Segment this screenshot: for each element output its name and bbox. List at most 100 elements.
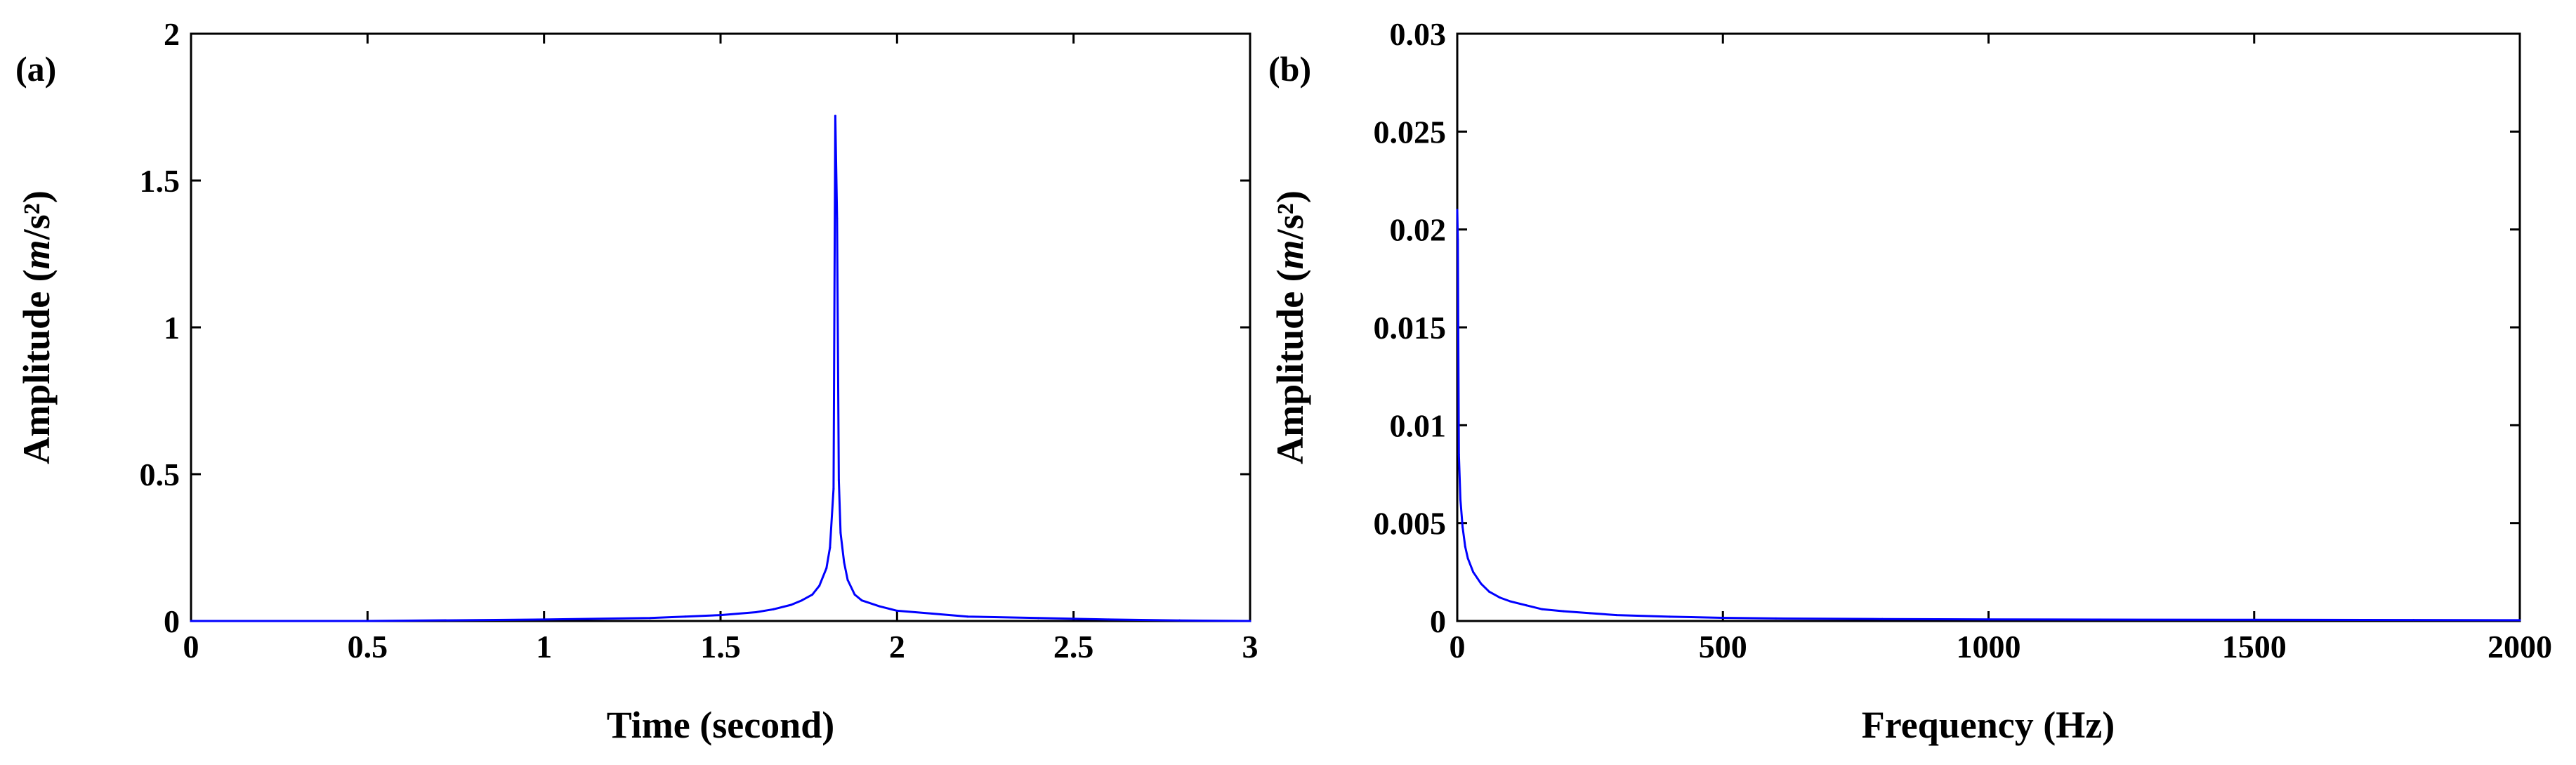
plot-frame-a xyxy=(190,32,1251,622)
y-axis-label-b-italic: m xyxy=(1269,240,1311,269)
data-point-a xyxy=(931,613,934,615)
y-tick-label-a: 0.5 xyxy=(140,457,180,492)
data-point-b xyxy=(1525,604,1527,607)
x-tick-label-a: 1.5 xyxy=(700,629,741,665)
data-point-b xyxy=(1721,617,1724,620)
data-point-a xyxy=(837,478,840,481)
x-tick-label-b: 500 xyxy=(1699,629,1747,665)
panel-label-a: (a) xyxy=(15,49,56,89)
y-tick-label-a: 1 xyxy=(164,310,180,346)
data-point-b xyxy=(2094,618,2096,621)
data-point-a xyxy=(772,608,775,610)
data-point-b xyxy=(1480,582,1483,585)
data-point-b xyxy=(1487,590,1490,593)
series-a xyxy=(190,115,1251,622)
data-point-a xyxy=(648,617,651,620)
data-point-b xyxy=(1461,525,1464,528)
x-tick-label-a: 3 xyxy=(1242,629,1259,665)
data-point-a xyxy=(1108,618,1110,621)
data-point-a xyxy=(811,593,814,596)
panel-label-b: (b) xyxy=(1268,49,1311,89)
ticks-a: 0 0.5 1 1.5 2 2.5 3 0 0.5 1 1.5 2 xyxy=(140,16,1259,665)
x-axis-label-a: Time (second) xyxy=(607,704,834,746)
data-point-b xyxy=(1881,617,1884,620)
data-point-b xyxy=(1562,610,1565,613)
data-point-a xyxy=(832,488,835,490)
data-point-a xyxy=(818,584,821,587)
data-point-b xyxy=(2253,618,2256,621)
data-point-a xyxy=(853,593,856,596)
data-point-b xyxy=(1464,545,1466,548)
data-point-b xyxy=(2518,619,2521,622)
data-point-a xyxy=(719,614,722,617)
data-point-a xyxy=(966,615,969,618)
y-tick-label-b: 0.015 xyxy=(1374,310,1447,346)
chart-a: (a) 0 0.5 1 1.5 2 2.5 3 0 0.5 1 1.5 2 Time (second)… xyxy=(15,16,1259,746)
data-point-a xyxy=(190,620,192,622)
y-tick-label-b: 0.005 xyxy=(1374,506,1447,542)
x-tick-label-b: 2000 xyxy=(2488,629,2552,665)
data-point-a xyxy=(366,620,369,622)
data-point-a xyxy=(878,605,881,608)
data-point-a xyxy=(860,599,863,602)
data-point-b xyxy=(1472,570,1475,573)
y-tick-label-b: 0.025 xyxy=(1374,114,1447,150)
data-point-a xyxy=(843,561,846,563)
x-tick-label-b: 0 xyxy=(1450,629,1466,665)
series-b xyxy=(1456,209,2521,622)
data-point-a xyxy=(684,615,687,618)
data-point-b xyxy=(1499,596,1501,599)
data-point-b xyxy=(1775,617,1777,620)
series-line-b-spectrum xyxy=(1456,209,2521,622)
x-tick-label-b: 1500 xyxy=(2222,629,2287,665)
data-point-b xyxy=(1615,614,1618,617)
y-tick-label-b: 0 xyxy=(1430,603,1446,639)
data-point-a xyxy=(543,618,546,621)
x-tick-label-b: 1000 xyxy=(1957,629,2021,665)
data-point-b xyxy=(1541,608,1544,610)
chart-b: (b) 0 500 1000 1500 200000.0050.010.0150.020… xyxy=(1268,16,2552,746)
data-point-a xyxy=(829,547,832,549)
data-point-b xyxy=(1457,238,1459,241)
y-axis-label-a-pre: Amplitude ( xyxy=(15,269,58,464)
ticks-b: 0 500 1000 1500 2000 0 0.005 0.01 0.015 0.02 0.025… xyxy=(1374,16,2553,665)
data-point-b xyxy=(1457,453,1460,456)
x-tick-label-a: 2 xyxy=(889,629,905,665)
data-point-b xyxy=(1669,615,1671,618)
y-axis-label-a-post: /s²) xyxy=(15,190,58,240)
y-tick-label-a: 1.5 xyxy=(140,163,180,199)
y-tick-label-b: 0.01 xyxy=(1390,407,1447,443)
y-axis-label-a-italic: m xyxy=(15,240,58,269)
data-point-a xyxy=(1178,619,1181,622)
y-axis-label-b-pre: Amplitude ( xyxy=(1269,269,1311,464)
y-tick-label-a: 0 xyxy=(164,603,180,639)
data-point-a xyxy=(1037,617,1039,620)
y-tick-label-a: 2 xyxy=(164,16,180,52)
y-axis-label-b: Amplitude (m/s²) xyxy=(1269,190,1311,464)
data-point-a xyxy=(790,603,793,606)
data-point-a xyxy=(825,567,828,570)
data-point-a xyxy=(839,532,842,535)
x-tick-label-a: 1 xyxy=(536,629,552,665)
data-point-b xyxy=(1589,612,1591,615)
y-axis-label-b-post: /s²) xyxy=(1269,190,1311,240)
data-point-a xyxy=(1249,620,1251,622)
data-point-b xyxy=(2412,619,2415,622)
x-tick-label-a: 0 xyxy=(183,629,199,665)
x-tick-label-a: 0.5 xyxy=(348,629,388,665)
data-point-a xyxy=(801,599,803,602)
y-axis-label-a: Amplitude (m/s²) xyxy=(15,190,58,464)
data-point-a xyxy=(834,115,836,117)
x-tick-label-a: 2.5 xyxy=(1053,629,1094,665)
data-point-b xyxy=(1987,618,1990,621)
series-line-a-acceleration xyxy=(191,115,1251,622)
x-axis-label-b: Frequency (Hz) xyxy=(1862,704,2115,746)
data-point-b xyxy=(1509,600,1512,603)
data-point-a xyxy=(846,578,849,581)
data-point-a xyxy=(754,610,757,613)
data-point-b xyxy=(1459,498,1462,501)
data-point-a xyxy=(836,217,839,220)
data-point-b xyxy=(1456,209,1459,211)
y-tick-label-b: 0.03 xyxy=(1390,16,1447,52)
